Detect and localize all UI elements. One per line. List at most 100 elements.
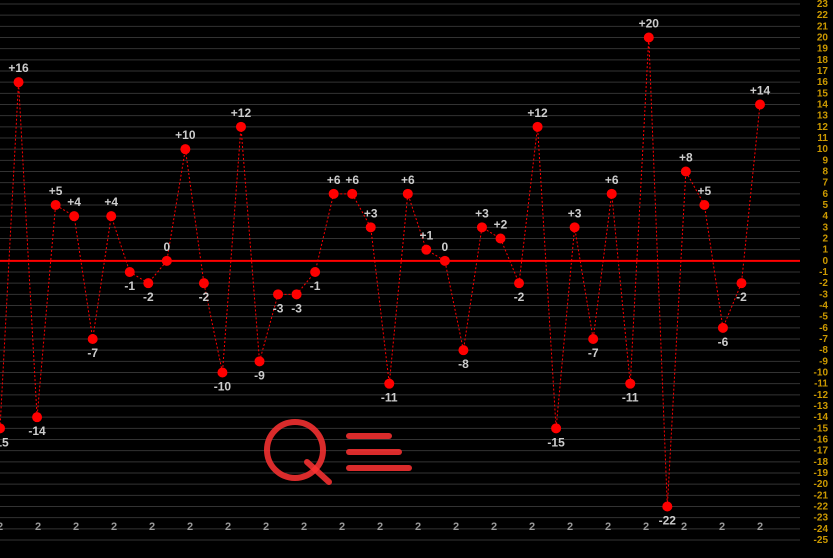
data-point: [477, 222, 487, 232]
point-label: +6: [345, 173, 359, 187]
svg-text:-5: -5: [819, 312, 828, 323]
data-point: [458, 345, 468, 355]
svg-text:-23: -23: [814, 513, 829, 524]
x-tick: 2: [643, 521, 649, 533]
x-tick: 2: [757, 521, 763, 533]
svg-text:-4: -4: [819, 301, 828, 312]
line-chart: -25-24-23-22-21-20-19-18-17-16-15-14-13-…: [0, 0, 833, 558]
point-label: +5: [698, 184, 712, 198]
point-label: -10: [214, 380, 232, 394]
point-label: -3: [291, 301, 302, 315]
svg-text:-14: -14: [814, 412, 829, 423]
point-label: -9: [254, 368, 265, 382]
svg-text:-11: -11: [814, 379, 828, 390]
data-point: [143, 278, 153, 288]
data-point: [755, 100, 765, 110]
point-label: +5: [49, 184, 63, 198]
point-label: -1: [310, 279, 321, 293]
point-label: +10: [175, 128, 196, 142]
data-point: [106, 211, 116, 221]
x-tick: 2: [35, 521, 41, 533]
svg-text:-20: -20: [814, 479, 829, 490]
svg-text:6: 6: [822, 189, 828, 200]
point-label: +14: [750, 84, 771, 98]
data-point: [607, 189, 617, 199]
data-point: [495, 234, 505, 244]
data-point: [0, 423, 5, 433]
data-point: [329, 189, 339, 199]
x-tick: 2: [681, 521, 687, 533]
svg-text:-2: -2: [819, 278, 828, 289]
data-point: [32, 412, 42, 422]
svg-text:-3: -3: [819, 289, 828, 300]
data-point: [644, 33, 654, 43]
data-point: [69, 211, 79, 221]
point-label: -2: [514, 290, 525, 304]
x-tick: 2: [263, 521, 269, 533]
point-label: -15: [0, 435, 9, 449]
svg-text:15: 15: [817, 88, 829, 99]
data-point: [125, 267, 135, 277]
point-label: -14: [28, 424, 46, 438]
point-label: +16: [8, 61, 29, 75]
point-label: -2: [143, 290, 154, 304]
point-label: 0: [442, 240, 449, 254]
svg-text:-10: -10: [814, 368, 829, 379]
svg-text:22: 22: [817, 10, 829, 21]
svg-text:14: 14: [817, 100, 829, 111]
svg-text:17: 17: [817, 66, 829, 77]
svg-text:-22: -22: [814, 502, 829, 513]
point-label: +6: [605, 173, 619, 187]
data-point: [14, 77, 24, 87]
data-point: [292, 289, 302, 299]
x-tick: 2: [567, 521, 573, 533]
data-point: [88, 334, 98, 344]
data-point: [551, 423, 561, 433]
svg-text:18: 18: [817, 55, 829, 66]
point-label: +12: [231, 106, 252, 120]
x-tick: 2: [339, 521, 345, 533]
svg-text:19: 19: [817, 44, 829, 55]
point-label: +4: [67, 195, 81, 209]
chart-container: -25-24-23-22-21-20-19-18-17-16-15-14-13-…: [0, 0, 833, 558]
x-tick: 2: [187, 521, 193, 533]
svg-text:13: 13: [817, 111, 829, 122]
point-label: +3: [475, 206, 489, 220]
svg-text:10: 10: [817, 144, 829, 155]
data-point: [255, 356, 265, 366]
point-label: -11: [622, 391, 639, 405]
x-tick: 2: [491, 521, 497, 533]
point-label: -7: [588, 346, 599, 360]
data-point: [347, 189, 357, 199]
svg-text:-7: -7: [819, 334, 828, 345]
svg-text:4: 4: [822, 211, 828, 222]
data-point: [440, 256, 450, 266]
data-point: [736, 278, 746, 288]
data-point: [570, 222, 580, 232]
point-label: -2: [736, 290, 747, 304]
svg-text:11: 11: [817, 133, 828, 144]
data-point: [533, 122, 543, 132]
svg-text:-18: -18: [814, 457, 829, 468]
x-tick: 2: [529, 521, 535, 533]
point-label: -3: [273, 301, 284, 315]
data-point: [718, 323, 728, 333]
data-point: [421, 245, 431, 255]
point-label: -6: [718, 335, 729, 349]
svg-text:-25: -25: [814, 535, 829, 546]
svg-text:-21: -21: [814, 490, 829, 501]
point-label: +3: [364, 206, 378, 220]
x-tick: 2: [453, 521, 459, 533]
data-point: [699, 200, 709, 210]
data-point: [51, 200, 61, 210]
data-point: [403, 189, 413, 199]
svg-text:-8: -8: [819, 345, 828, 356]
data-point: [514, 278, 524, 288]
x-tick: 2: [301, 521, 307, 533]
point-label: +20: [639, 17, 660, 31]
svg-text:-15: -15: [814, 423, 829, 434]
svg-text:1: 1: [822, 245, 828, 256]
data-point: [236, 122, 246, 132]
svg-text:-6: -6: [819, 323, 828, 334]
svg-text:20: 20: [817, 33, 829, 44]
